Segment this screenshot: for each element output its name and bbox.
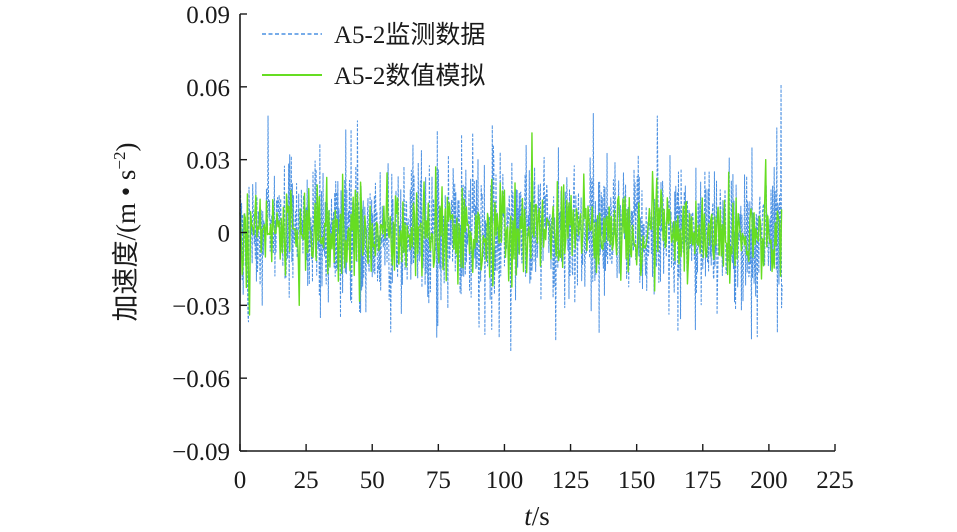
legend-label-monitoring: A5-2监测数据 [334, 21, 485, 49]
y-tick-label: −0.03 [172, 293, 230, 320]
y-tick-label: 0 [218, 221, 231, 248]
x-tick-label: 225 [816, 467, 854, 494]
x-tick-label: 200 [750, 467, 788, 494]
x-tick-label: 175 [684, 467, 722, 494]
y-axis-label-superscript: −2 [110, 151, 129, 169]
x-axis-variable: t [524, 501, 533, 531]
x-tick-label: 75 [426, 467, 451, 494]
ticks-layer: 0.090.060.030−0.03−0.06−0.090 25 50 75 100 12… [172, 2, 854, 494]
x-tick-label: 125 [552, 467, 590, 494]
y-tick-label: 0.09 [186, 2, 230, 29]
x-tick-label: 50 [360, 467, 385, 494]
y-tick-label: 0.03 [186, 148, 230, 175]
series-line-simulation [239, 132, 783, 316]
x-axis-label: t/s [524, 501, 550, 531]
x-tick-label: 100 [486, 467, 524, 494]
x-tick-label: 25 [294, 467, 319, 494]
y-axis-label-main: 加速度/(m • s [111, 170, 141, 322]
x-tick-label: 0 [234, 467, 247, 494]
y-tick-label: 0.06 [186, 75, 230, 102]
series-layer [239, 83, 783, 352]
legend: A5-2监测数据 A5-2数值模拟 [262, 21, 485, 90]
y-tick-label: −0.06 [172, 366, 230, 393]
y-axis-label-close: ) [111, 142, 141, 151]
y-tick-label: −0.09 [172, 439, 230, 466]
series-line-monitoring [239, 83, 783, 352]
y-axis-label: 加速度/(m • s−2) [110, 142, 141, 321]
legend-label-simulation: A5-2数值模拟 [334, 62, 485, 90]
x-axis-unit: /s [532, 501, 550, 531]
x-tick-label: 150 [618, 467, 656, 494]
